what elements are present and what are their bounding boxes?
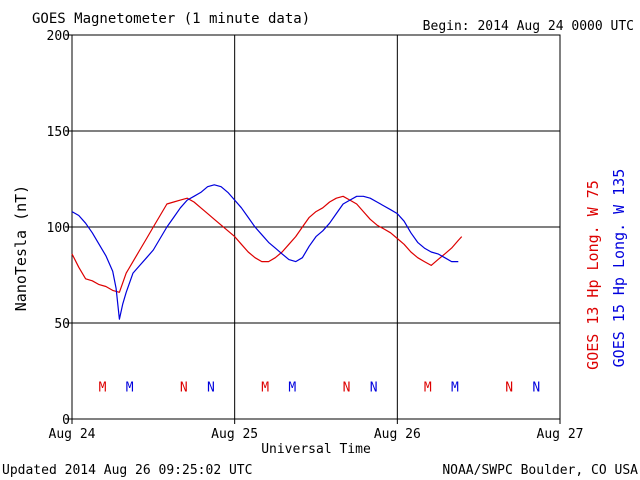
x-tick-label: Aug 26 — [374, 427, 421, 442]
annotation-marker-n: N — [343, 380, 351, 395]
annotation-marker-n: N — [207, 380, 215, 395]
y-tick-labels: 0 50 100 150 200 — [47, 29, 72, 428]
y-tick-label: 150 — [47, 125, 70, 140]
updated-timestamp: Updated 2014 Aug 26 09:25:02 UTC — [2, 463, 252, 478]
series-line-goes13 — [71, 195, 463, 293]
y-tick-label: 200 — [47, 29, 70, 44]
annotation-marker-m: M — [424, 380, 432, 395]
legend-goes13: GOES 13 Hp Long. W 75 — [584, 180, 602, 370]
credit-line: NOAA/SWPC Boulder, CO USA — [442, 463, 638, 478]
annotation-marker-m: M — [451, 380, 459, 395]
annotation-marker-m: M — [261, 380, 269, 395]
series-lines — [71, 184, 463, 320]
annotation-marker-m: M — [99, 380, 107, 395]
legend-goes15: GOES 15 Hp Long. W 135 — [610, 169, 628, 368]
annotation-marker-m: M — [288, 380, 296, 395]
x-tick-label: Aug 27 — [537, 427, 584, 442]
y-axis-label: NanoTesla (nT) — [12, 185, 30, 311]
grid-lines — [72, 35, 560, 419]
plot-area-border — [71, 34, 561, 420]
begin-time: Begin: 2014 Aug 24 0000 UTC — [423, 19, 634, 34]
x-tick-label: Aug 25 — [211, 427, 258, 442]
annotation-marker-n: N — [180, 380, 188, 395]
x-axis-label: Universal Time — [261, 442, 371, 457]
annotation-marker-n: N — [532, 380, 540, 395]
series-line-goes15 — [71, 184, 459, 320]
y-tick-label: 100 — [47, 221, 70, 236]
chart-title: GOES Magnetometer (1 minute data) — [32, 11, 310, 27]
annotation-marker-m: M — [126, 380, 134, 395]
y-tick-label: 50 — [54, 317, 70, 332]
y-tick-label: 0 — [62, 413, 70, 428]
annotation-marker-n: N — [370, 380, 378, 395]
x-tick-labels: Aug 24 Aug 25 Aug 26 Aug 27 — [49, 419, 584, 442]
annotation-marker-n: N — [505, 380, 513, 395]
x-tick-label: Aug 24 — [49, 427, 96, 442]
